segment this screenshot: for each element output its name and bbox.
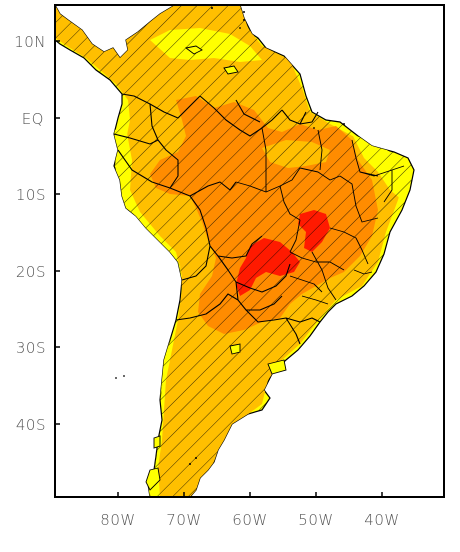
country-borders	[113, 93, 321, 345]
state-borders	[235, 127, 405, 305]
lat-label-30s: 30S	[16, 339, 46, 357]
longitude-labels: 80W 70W 60W 50W 40W	[100, 511, 399, 529]
lon-label-70w: 70W	[166, 511, 201, 529]
lat-label-20s: 20S	[16, 263, 46, 281]
islands	[145, 45, 287, 491]
lon-label-80w: 80W	[100, 511, 135, 529]
lon-label-50w: 50W	[298, 511, 333, 529]
lon-label-40w: 40W	[364, 511, 399, 529]
lon-label-60w: 60W	[232, 511, 267, 529]
lat-label-eq: EQ	[22, 110, 44, 128]
tick-marks	[55, 40, 383, 497]
map-panel	[55, 5, 444, 497]
latitude-labels: 10N EQ 10S 20S 30S 40S	[14, 33, 46, 434]
lat-label-10n: 10N	[14, 33, 46, 51]
lat-label-40s: 40S	[16, 416, 46, 434]
scattered-islets	[115, 7, 345, 465]
lat-label-10s: 10S	[16, 186, 46, 204]
